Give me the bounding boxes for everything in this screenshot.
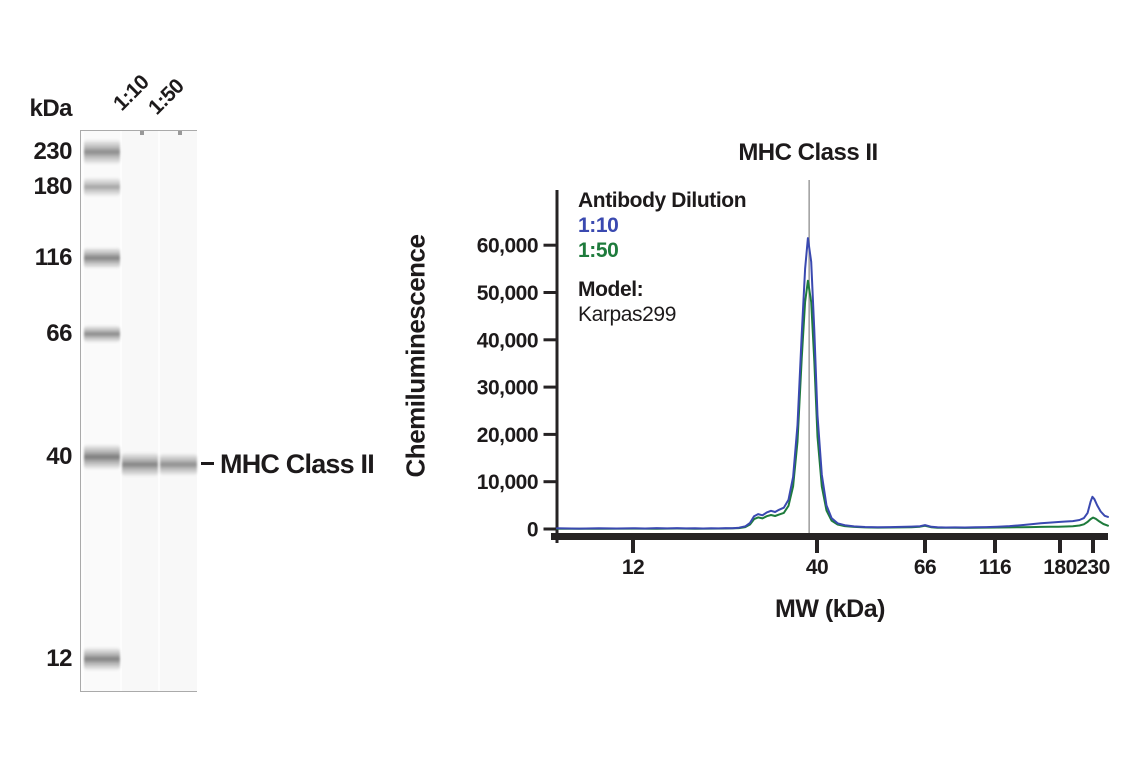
y-axis-line [555,190,559,543]
y-tick [543,527,556,531]
series-1:10 [556,237,1109,530]
x-axis-line [551,533,1108,540]
kda-units-label: kDa [29,95,72,122]
mw-label-12: 12 [46,645,72,672]
sample-band-1:50 [160,452,197,476]
sample-lane-1:10 [122,131,158,691]
y-tick [543,480,556,484]
y-tick-label: 50,000 [477,282,538,305]
y-tick [543,291,556,294]
y-tick [543,385,556,389]
mw-label-180: 180 [33,173,72,200]
x-tick [1091,540,1095,553]
x-tick [631,540,635,553]
sample-band-1:10 [122,451,158,477]
legend-entry-1-50: 1:50 [578,239,619,262]
x-tick [923,540,927,553]
y-tick [543,338,556,342]
x-tick-label: 12 [622,556,644,579]
ladder-band-66 [84,325,120,343]
series-1:50 [556,279,1109,530]
x-tick [1058,540,1062,553]
chart-legend: Antibody Dilution 1:10 1:50 Model: Karpa… [578,188,747,327]
y-tick-label: 30,000 [477,377,538,400]
legend-title: Antibody Dilution [578,189,747,212]
x-tick-label: 230 [1076,556,1110,579]
ladder-band-40 [84,444,120,470]
ladder-band-230 [84,139,120,165]
mw-label-116: 116 [34,244,73,271]
chart-title: MHC Class II [738,139,878,166]
legend-model-label: Model: [578,278,644,301]
mw-label-40: 40 [46,443,72,470]
band-annotation-label: MHC Class II [220,449,375,479]
ladder-band-116 [84,247,120,269]
y-tick-label: 10,000 [477,471,538,494]
x-tick-label: 116 [979,556,1011,579]
y-tick [543,432,556,436]
legend-entry-1-10: 1:10 [578,214,619,237]
x-tick-label: 180 [1043,556,1077,579]
x-tick-label: 66 [914,556,936,579]
sample-lane-1:50 [160,131,197,691]
y-tick-label: 0 [527,519,538,542]
lane-notch [178,131,182,135]
ladder-band-12 [84,647,120,671]
blot-image [80,130,197,692]
legend-model-value: Karpas299 [578,303,676,326]
x-tick [993,540,997,553]
chart-x-axis-label: MW (kDa) [775,595,885,623]
y-tick-label: 20,000 [477,424,538,447]
marker-lane [84,131,120,691]
x-tick [815,540,819,553]
ladder-band-180 [84,177,120,197]
mw-label-66: 66 [46,320,72,347]
y-tick [543,243,556,247]
y-tick-label: 40,000 [477,329,538,352]
mw-label-230: 230 [33,138,72,165]
band-pointer-dash [201,462,214,465]
x-tick-label: 40 [806,556,828,579]
y-tick-label: 60,000 [477,235,538,258]
lane-notch [140,131,144,135]
